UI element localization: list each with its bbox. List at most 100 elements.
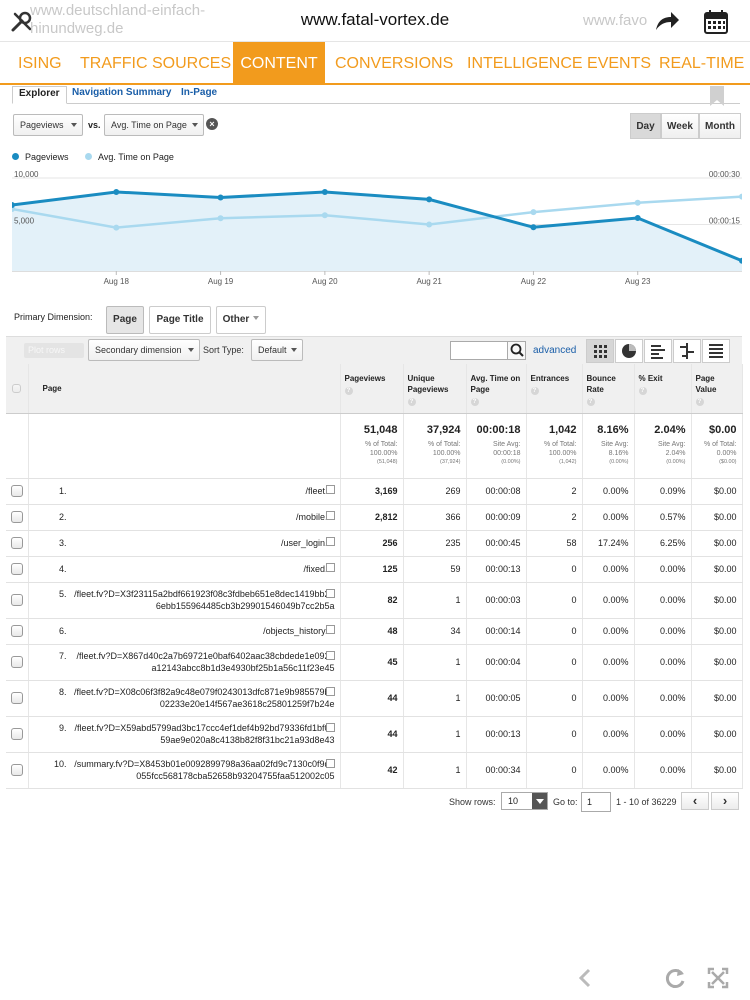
point-pageviews bbox=[113, 188, 120, 195]
page-link[interactable]: /mobile.fv bbox=[295, 512, 335, 522]
header-bounce-rate[interactable]: Bounce Rate? bbox=[582, 364, 635, 414]
dimension-page-title-button[interactable]: Page Title bbox=[149, 306, 211, 334]
row-checkbox[interactable] bbox=[11, 511, 23, 523]
row-checkbox[interactable] bbox=[11, 728, 23, 740]
open-page-icon[interactable] bbox=[325, 562, 335, 572]
bookmark-icon[interactable] bbox=[710, 86, 724, 106]
advanced-filter-link[interactable]: advanced bbox=[533, 345, 577, 356]
bounce-cell: 0.00% bbox=[582, 752, 635, 789]
goto-page-input[interactable]: 1 bbox=[581, 792, 611, 812]
page-link[interactable]: /fleet.fv?D=X08c06f3f82a9c48e079f0243013… bbox=[74, 687, 335, 709]
help-icon[interactable]: ? bbox=[470, 398, 479, 406]
table-row[interactable]: 4./fixed.fv 125 59 00:00:13 0 0.00% 0.00% $0.00 bbox=[6, 556, 743, 583]
fullscreen-icon[interactable] bbox=[705, 965, 731, 991]
table-row[interactable]: 8. /fleet.fv?D=X08c06f3f82a9c48e079f02430… bbox=[6, 680, 743, 717]
dimension-other-button[interactable]: Other bbox=[216, 306, 266, 334]
row-checkbox[interactable] bbox=[11, 537, 23, 549]
page-link[interactable]: /objects_history.fv bbox=[263, 626, 335, 636]
help-icon[interactable]: ? bbox=[638, 387, 647, 395]
row-checkbox[interactable] bbox=[11, 692, 23, 704]
show-rows-select[interactable]: 10 bbox=[501, 792, 548, 810]
header-avg-time[interactable]: Avg. Time on Page? bbox=[466, 364, 527, 414]
header-pageviews[interactable]: Pageviews? bbox=[340, 364, 404, 414]
help-icon[interactable]: ? bbox=[695, 398, 704, 406]
period-week-button[interactable]: Week bbox=[661, 113, 699, 139]
tab-real-time[interactable]: REAL-TIME bbox=[659, 55, 745, 72]
open-page-icon[interactable] bbox=[325, 624, 335, 634]
table-search-input[interactable] bbox=[450, 341, 508, 360]
next-page-button[interactable]: › bbox=[711, 792, 739, 810]
subtab-explorer[interactable]: Explorer bbox=[12, 86, 67, 104]
view-pivot-button[interactable] bbox=[702, 339, 730, 363]
page-link[interactable]: /fleet.fv?D=X3f23115a2bdf661923f08c3fdbe… bbox=[74, 589, 335, 611]
open-page-icon[interactable] bbox=[325, 722, 335, 732]
secondary-dimension-select[interactable]: Secondary dimension bbox=[88, 339, 200, 361]
row-checkbox[interactable] bbox=[11, 485, 23, 497]
open-page-icon[interactable] bbox=[325, 484, 335, 494]
header-entrances[interactable]: Entrances? bbox=[526, 364, 583, 414]
help-icon[interactable]: ? bbox=[586, 398, 595, 406]
row-checkbox[interactable] bbox=[11, 594, 23, 606]
header-unique-pageviews[interactable]: Unique Pageviews? bbox=[403, 364, 467, 414]
period-day-button[interactable]: Day bbox=[630, 113, 661, 139]
view-data-table-button[interactable] bbox=[586, 339, 614, 363]
tab-traffic-sources[interactable]: TRAFFIC SOURCES bbox=[80, 55, 232, 72]
view-comparison-button[interactable] bbox=[673, 339, 701, 363]
page-link[interactable]: /fleet.fv?D=X867d40c2a7b69721e0baf6402aa… bbox=[76, 651, 335, 673]
open-page-icon[interactable] bbox=[325, 686, 335, 696]
share-arrow-icon[interactable] bbox=[654, 10, 680, 32]
row-checkbox[interactable] bbox=[11, 563, 23, 575]
primary-metric-select[interactable]: Pageviews bbox=[13, 114, 83, 136]
subtab-in-page[interactable]: In-Page bbox=[181, 87, 218, 98]
dimension-page-button[interactable]: Page bbox=[106, 306, 144, 334]
row-checkbox[interactable] bbox=[11, 764, 23, 776]
search-button[interactable] bbox=[508, 341, 526, 360]
table-row[interactable]: 5. /fleet.fv?D=X3f23115a2bdf661923f08c3fd… bbox=[6, 582, 743, 619]
calendar-icon[interactable] bbox=[703, 9, 729, 35]
view-pie-button[interactable] bbox=[615, 339, 643, 363]
table-row[interactable]: 10. /summary.fv?D=X8453b01e0092899798a36a… bbox=[6, 752, 743, 789]
url-title[interactable]: www.fatal-vortex.de bbox=[300, 10, 450, 29]
open-page-icon[interactable] bbox=[325, 588, 335, 598]
open-page-icon[interactable] bbox=[325, 650, 335, 660]
sort-type-select[interactable]: Default bbox=[251, 339, 303, 361]
tools-icon[interactable] bbox=[10, 10, 34, 34]
open-page-icon[interactable] bbox=[325, 758, 335, 768]
tab-intelligence-events[interactable]: INTELLIGENCE EVENTS bbox=[467, 55, 652, 72]
help-icon[interactable]: ? bbox=[530, 387, 539, 395]
help-icon[interactable]: ? bbox=[407, 398, 416, 406]
page-link[interactable]: /fleet.fv bbox=[305, 486, 335, 496]
table-row[interactable]: 9. /fleet.fv?D=X59abd5799ad3bc17ccc4ef1de… bbox=[6, 716, 743, 753]
table-row[interactable]: 2. /mobile.fv 2,812 366 00:00:09 2 0.00% 0.57% $… bbox=[6, 504, 743, 531]
table-row[interactable]: 3. /user_login.fv 256 235 00:00:45 58 17.24% 6.… bbox=[6, 530, 743, 557]
back-arrow-icon[interactable] bbox=[572, 965, 598, 991]
secondary-metric-select[interactable]: Avg. Time on Page bbox=[104, 114, 204, 136]
subtab-navigation-summary[interactable]: Navigation Summary bbox=[72, 87, 172, 98]
remove-metric-icon[interactable]: × bbox=[206, 118, 218, 130]
tab-conversions[interactable]: CONVERSIONS bbox=[335, 55, 454, 72]
view-performance-button[interactable] bbox=[644, 339, 672, 363]
reload-icon[interactable] bbox=[662, 965, 688, 991]
prev-page-button[interactable]: ‹ bbox=[681, 792, 709, 810]
period-month-button[interactable]: Month bbox=[699, 113, 741, 139]
page-link[interactable]: /user_login.fv bbox=[280, 538, 335, 548]
table-row[interactable]: 7. /fleet.fv?D=X867d40c2a7b69721e0baf6402… bbox=[6, 644, 743, 681]
help-icon[interactable]: ? bbox=[344, 387, 353, 395]
header-exit-label: % Exit bbox=[638, 374, 663, 383]
open-page-icon[interactable] bbox=[325, 536, 335, 546]
page-link[interactable]: /fixed.fv bbox=[303, 564, 335, 574]
table-row[interactable]: 1. /fleet.fv 3,169 269 00:00:08 2 0.00% 0.09% $0… bbox=[6, 478, 743, 505]
page-link[interactable]: /summary.fv?D=X8453b01e0092899798a36aa02… bbox=[74, 759, 335, 781]
table-row[interactable]: 6./objects_history.fv 48 34 00:00:14 0 0.00% 0… bbox=[6, 618, 743, 645]
header-page[interactable]: Page bbox=[28, 364, 341, 414]
select-all-checkbox[interactable] bbox=[12, 384, 22, 394]
plot-rows-button[interactable]: Plot rows bbox=[24, 343, 84, 358]
row-checkbox[interactable] bbox=[11, 625, 23, 637]
header-exit[interactable]: % Exit? bbox=[634, 364, 692, 414]
header-page-value[interactable]: Page Value? bbox=[691, 364, 743, 414]
row-checkbox[interactable] bbox=[11, 656, 23, 668]
tab-advertising[interactable]: ISING bbox=[18, 55, 62, 72]
open-page-icon[interactable] bbox=[325, 510, 335, 520]
tab-content[interactable]: CONTENT bbox=[233, 42, 325, 83]
page-link[interactable]: /fleet.fv?D=X59abd5799ad3bc17ccc4ef1def4… bbox=[74, 723, 335, 745]
